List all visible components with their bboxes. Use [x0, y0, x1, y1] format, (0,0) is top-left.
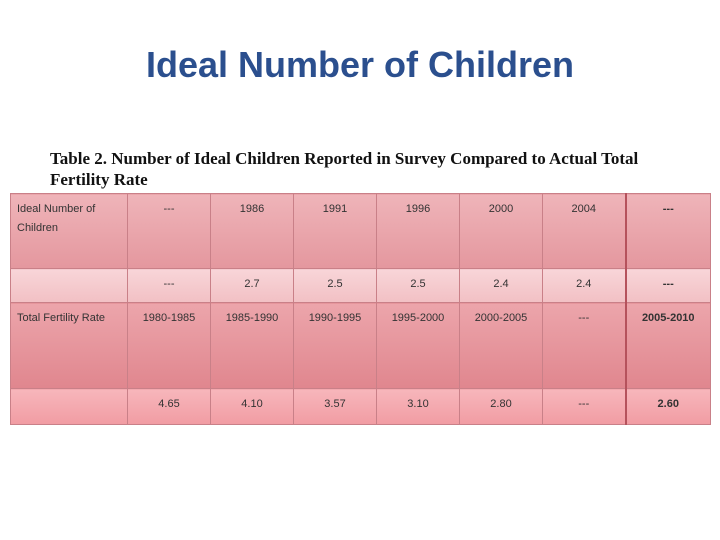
table-cell: 2.7	[210, 268, 294, 303]
table-cell: 1996	[376, 193, 460, 269]
table-cell: ---	[542, 388, 626, 425]
slide-title: Ideal Number of Children	[145, 44, 575, 85]
table-caption: Table 2. Number of Ideal Children Report…	[50, 149, 639, 189]
table-cell	[10, 388, 128, 425]
table-cell: 2.5	[293, 268, 377, 303]
table-row: Ideal Number of Children --- 1986 1991 1996 2…	[10, 193, 711, 269]
table-row: Total Fertility Rate 1980-1985 1985-1990 19…	[10, 302, 711, 389]
table-cell: 4.10	[210, 388, 294, 425]
table-cell: 1995-2000	[376, 302, 460, 389]
table-cell: 4.65	[127, 388, 211, 425]
table-cell: ---	[127, 268, 211, 303]
table-cell: ---	[542, 302, 626, 389]
table-cell	[10, 268, 128, 303]
table-cell: 2.80	[459, 388, 543, 425]
table-cell: Total Fertility Rate	[10, 302, 128, 389]
table-cell: 3.10	[376, 388, 460, 425]
table-cell: 3.57	[293, 388, 377, 425]
table-cell: 1980-1985	[127, 302, 211, 389]
table-row: --- 2.7 2.5 2.5 2.4 2.4 ---	[10, 268, 711, 303]
table-cell: ---	[624, 268, 711, 303]
data-table: Ideal Number of Children --- 1986 1991 1996 2…	[10, 193, 711, 425]
table-cell: 2.4	[459, 268, 543, 303]
table-cell: ---	[624, 193, 711, 269]
table-cell: 2005-2010	[624, 302, 711, 389]
table-cell: 1985-1990	[210, 302, 294, 389]
table-cell: 1991	[293, 193, 377, 269]
table-cell: ---	[127, 193, 211, 269]
table-cell: 2.60	[624, 388, 711, 425]
table-cell: 2000	[459, 193, 543, 269]
table-cell: 1986	[210, 193, 294, 269]
table-cell: 2.5	[376, 268, 460, 303]
table-cell: 2004	[542, 193, 626, 269]
table-cell: 1990-1995	[293, 302, 377, 389]
table-cell: 2000-2005	[459, 302, 543, 389]
table-cell: 2.4	[542, 268, 626, 303]
table-row: 4.65 4.10 3.57 3.10 2.80 --- 2.60	[10, 388, 711, 425]
table-cell: Ideal Number of Children	[10, 193, 128, 269]
